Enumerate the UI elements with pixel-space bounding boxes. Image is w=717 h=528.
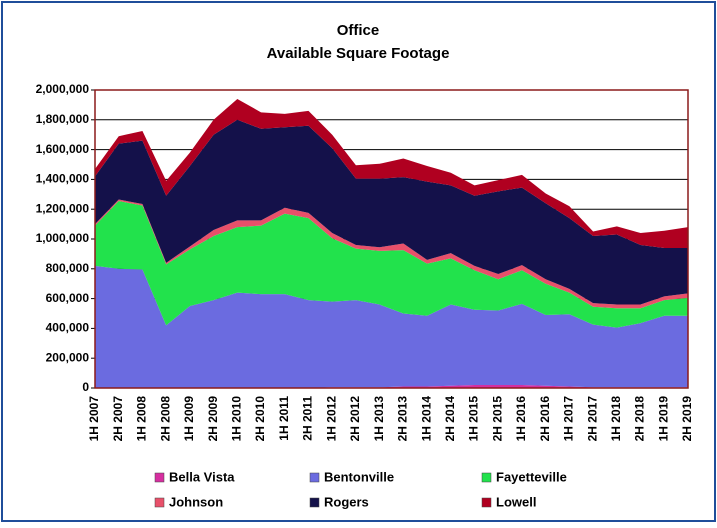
x-tick-label: 2H 2015 <box>490 396 504 442</box>
x-tick-label: 2H 2012 <box>348 396 362 442</box>
legend-label: Bentonville <box>324 469 394 484</box>
area <box>95 119 688 305</box>
x-tick-label: 1H 2008 <box>135 396 149 442</box>
y-tick-label: 800,000 <box>46 261 90 275</box>
x-tick-label: 2H 2016 <box>538 396 552 442</box>
x-tick-label: 1H 2009 <box>182 396 196 442</box>
y-tick-label: 1,400,000 <box>36 172 90 186</box>
x-tick-label: 1H 2017 <box>562 396 576 442</box>
x-tick-label: 1H 2019 <box>656 396 670 442</box>
x-tick-label: 1H 2013 <box>372 396 386 442</box>
y-tick-label: 2,000,000 <box>36 82 90 96</box>
x-tick-label: 1H 2016 <box>514 396 528 442</box>
legend-swatch <box>154 497 165 508</box>
x-tick-label: 1H 2014 <box>419 396 433 442</box>
x-tick-label: 1H 2018 <box>609 396 623 442</box>
area <box>95 201 688 328</box>
x-tick-label: 2H 2007 <box>111 396 125 442</box>
y-tick-label: 1,200,000 <box>36 201 90 215</box>
legend-label: Rogers <box>324 494 369 509</box>
x-tick-label: 2H 2019 <box>680 396 694 442</box>
x-tick-label: 1H 2007 <box>87 396 101 442</box>
legend-label: Johnson <box>169 494 223 509</box>
x-tick-label: 2H 2008 <box>158 396 172 442</box>
chart-title: Office <box>337 22 380 39</box>
x-tick-label: 1H 2010 <box>229 396 243 442</box>
legend-swatch <box>154 472 165 483</box>
x-tick-label: 2H 2009 <box>206 396 220 442</box>
x-tick-label: 1H 2012 <box>324 396 338 442</box>
x-tick-label: 1H 2015 <box>467 396 481 442</box>
legend-swatch <box>481 472 492 483</box>
legend-swatch <box>309 472 320 483</box>
legend-swatch <box>309 497 320 508</box>
y-tick-label: 1,800,000 <box>36 112 90 126</box>
x-tick-label: 2H 2017 <box>585 396 599 442</box>
legend-swatch <box>481 497 492 508</box>
area <box>95 265 688 388</box>
areas <box>95 98 688 388</box>
y-tick-label: 1,000,000 <box>36 231 90 245</box>
x-tick-label: 2H 2013 <box>396 396 410 442</box>
x-tick-label: 1H 2011 <box>277 396 291 441</box>
x-tick-label: 2H 2018 <box>633 396 647 442</box>
x-tick-label: 2H 2014 <box>443 396 457 442</box>
legend-label: Bella Vista <box>169 469 235 484</box>
x-tick-label: 2H 2010 <box>253 396 267 442</box>
plot-border <box>94 89 689 389</box>
labels: 0 200,000 400,000 600,000 800,000 1,000,000 1,… <box>36 82 695 509</box>
x-tick-label: 2H 2011 <box>301 396 315 441</box>
y-tick-label: 600,000 <box>46 291 90 305</box>
y-tick-label: 1,600,000 <box>36 142 90 156</box>
chart-subtitle: Available Square Footage <box>267 45 450 62</box>
legend-label: Fayetteville <box>496 469 567 484</box>
y-tick-label: 0 <box>82 380 89 394</box>
legend-label: Lowell <box>496 494 536 509</box>
y-tick-label: 400,000 <box>46 321 90 335</box>
area <box>95 98 688 248</box>
y-tick-label: 200,000 <box>46 350 90 364</box>
